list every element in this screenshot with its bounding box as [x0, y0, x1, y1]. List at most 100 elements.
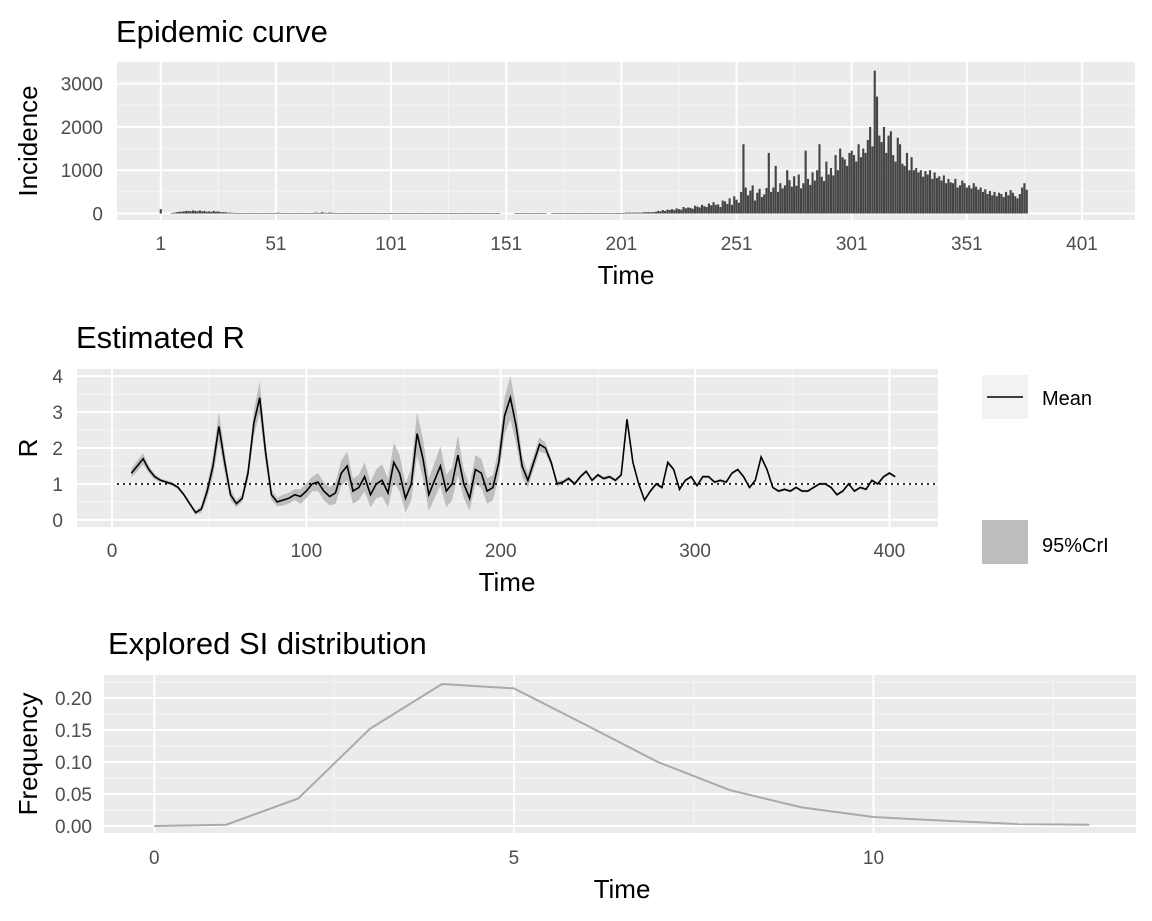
incidence-bar [613, 213, 616, 214]
incidence-bar [366, 213, 370, 214]
incidence-bar [316, 212, 319, 214]
incidence-bar [219, 212, 222, 214]
incidence-bar [484, 213, 487, 214]
estimated-r-y-tick: 2 [52, 439, 63, 460]
incidence-bar [671, 209, 674, 214]
incidence-bar [327, 212, 330, 214]
estimated-r-x-tick: 0 [107, 541, 118, 562]
incidence-bar [408, 213, 411, 214]
incidence-bar [882, 126, 886, 214]
incidence-bar [334, 213, 337, 214]
incidence-bar [196, 211, 199, 214]
incidence-bar [341, 213, 344, 214]
incidence-bar [403, 213, 406, 214]
incidence-bar [1021, 187, 1024, 214]
si-distribution-title: Explored SI distribution [108, 626, 427, 661]
incidence-bar [1014, 196, 1017, 214]
incidence-bar [942, 175, 945, 214]
incidence-bar [576, 213, 579, 214]
incidence-bar [889, 131, 892, 214]
si-y-tick: 0.15 [55, 721, 92, 742]
incidence-bar [574, 213, 577, 214]
incidence-bar [516, 213, 519, 214]
incidence-bar [302, 213, 305, 214]
incidence-bar [567, 213, 570, 214]
incidence-bar [857, 144, 860, 214]
incidence-bar [885, 152, 888, 214]
incidence-bar [380, 213, 383, 214]
incidence-bar [530, 213, 533, 214]
incidence-bar [337, 213, 340, 214]
incidence-bar [1004, 191, 1008, 214]
incidence-bar [820, 176, 823, 214]
incidence-bar [786, 170, 789, 214]
incidence-bar [597, 213, 600, 214]
incidence-bar [793, 176, 796, 214]
incidence-bar [498, 213, 501, 214]
incidence-bar [489, 213, 492, 214]
incidence-bar [910, 157, 913, 214]
incidence-bar [834, 155, 837, 214]
incidence-bar [436, 213, 439, 214]
estimated-r-credible-band [131, 376, 896, 515]
incidence-bar [189, 211, 192, 214]
incidence-bar [721, 200, 724, 214]
incidence-bar [666, 209, 669, 214]
incidence-bar [956, 187, 959, 214]
incidence-bar [330, 212, 333, 214]
incidence-bar [677, 209, 681, 214]
incidence-bar [357, 213, 360, 214]
incidence-bar [590, 213, 593, 214]
incidence-bar [896, 137, 899, 214]
incidence-bar [323, 212, 326, 214]
incidence-bar [726, 203, 729, 214]
incidence-bar [892, 155, 895, 214]
incidence-bar [772, 187, 775, 214]
incidence-bar [532, 213, 535, 214]
incidence-bar [233, 212, 236, 214]
incidence-bar [774, 165, 777, 214]
estimated-r-y-tick: 3 [52, 403, 63, 424]
si-x-tick: 0 [149, 848, 160, 869]
incidence-bar [797, 174, 800, 214]
incidence-bar [456, 213, 459, 214]
incidence-bar [912, 170, 915, 214]
incidence-bar [901, 163, 904, 214]
epidemic-y-tick: 2000 [61, 118, 103, 139]
incidence-bar [592, 213, 595, 214]
incidence-bar [687, 207, 690, 214]
si-y-tick: 0.10 [55, 753, 92, 774]
epidemic-y-tick: 1000 [61, 161, 103, 182]
incidence-bar [975, 186, 978, 214]
incidence-bar [171, 213, 174, 214]
incidence-bar [622, 213, 625, 214]
incidence-bar [521, 213, 524, 214]
incidence-bar [675, 208, 678, 214]
incidence-bar [995, 196, 998, 214]
incidence-bar [986, 194, 989, 214]
epidemic-x-tick: 401 [1066, 234, 1098, 255]
incidence-bar [795, 185, 798, 214]
incidence-bar [664, 210, 667, 214]
incidence-bar [714, 204, 717, 214]
incidence-bar [585, 213, 588, 214]
incidence-bar [277, 212, 280, 214]
incidence-bar [968, 185, 971, 214]
incidence-bar [212, 210, 215, 214]
incidence-bar [433, 213, 436, 214]
incidence-bar [816, 170, 819, 214]
incidence-bar [641, 212, 644, 214]
incidence-bar [396, 213, 400, 214]
incidence-bar [809, 184, 812, 214]
incidence-bar [719, 207, 722, 214]
incidence-bar [482, 213, 485, 214]
incidence-bar [657, 210, 660, 214]
incidence-bar [958, 185, 962, 214]
incidence-bar [307, 213, 310, 214]
si-y-tick-labels: 0.00 0.05 0.10 0.15 0.20 [55, 689, 92, 838]
incidence-bar [254, 213, 257, 214]
incidence-bar [599, 213, 602, 214]
estimated-r-x-tick: 100 [290, 541, 322, 562]
incidence-bar [442, 213, 446, 214]
incidence-bar [924, 171, 927, 214]
